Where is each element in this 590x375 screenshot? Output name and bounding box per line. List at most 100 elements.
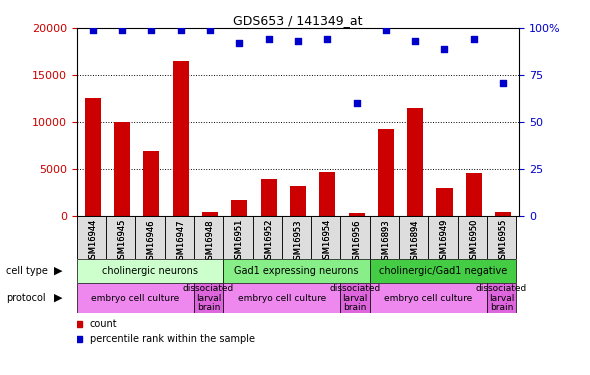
- Bar: [340, 283, 370, 313]
- Bar: [370, 216, 399, 259]
- Bar: [202, 212, 218, 216]
- Bar: [77, 216, 106, 259]
- Bar: [223, 283, 340, 313]
- Bar: [290, 186, 306, 216]
- Text: percentile rank within the sample: percentile rank within the sample: [90, 334, 255, 344]
- Text: dissociated
larval
brain: dissociated larval brain: [183, 284, 234, 312]
- Bar: [106, 216, 135, 259]
- Text: cholinergic neurons: cholinergic neurons: [102, 266, 198, 276]
- Point: [117, 27, 127, 33]
- Bar: [231, 200, 247, 216]
- Bar: [340, 216, 370, 259]
- Point: [147, 27, 156, 33]
- Bar: [114, 122, 130, 216]
- Point: [264, 36, 273, 42]
- Text: GSM16945: GSM16945: [117, 219, 127, 264]
- Text: GSM16947: GSM16947: [176, 219, 185, 265]
- Text: GSM16953: GSM16953: [293, 219, 303, 265]
- Bar: [77, 283, 194, 313]
- Bar: [194, 216, 223, 259]
- Text: GSM16956: GSM16956: [352, 219, 361, 265]
- Text: Gad1 expressing neurons: Gad1 expressing neurons: [234, 266, 359, 276]
- Text: GSM16946: GSM16946: [147, 219, 156, 265]
- Bar: [378, 129, 394, 216]
- Text: GSM16947: GSM16947: [176, 219, 185, 265]
- Text: embryo cell culture: embryo cell culture: [91, 294, 179, 303]
- Text: cell type: cell type: [6, 266, 48, 276]
- Point: [411, 38, 420, 44]
- Bar: [370, 283, 487, 313]
- Bar: [253, 216, 282, 259]
- Text: GSM16950: GSM16950: [469, 219, 478, 264]
- Point: [205, 27, 215, 33]
- Point: [235, 40, 244, 46]
- Point: [440, 46, 449, 52]
- Bar: [194, 283, 223, 313]
- Text: GSM16948: GSM16948: [205, 219, 215, 265]
- Text: GSM16949: GSM16949: [440, 219, 449, 264]
- Point: [176, 27, 185, 33]
- Bar: [349, 213, 365, 216]
- Text: embryo cell culture: embryo cell culture: [384, 294, 473, 303]
- Bar: [487, 283, 516, 313]
- Bar: [143, 151, 159, 216]
- Text: GSM16946: GSM16946: [147, 219, 156, 265]
- Text: dissociated
larval
brain: dissociated larval brain: [476, 284, 527, 312]
- Text: protocol: protocol: [6, 293, 45, 303]
- Text: cholinergic/Gad1 negative: cholinergic/Gad1 negative: [379, 266, 507, 276]
- Bar: [495, 212, 511, 216]
- Text: GSM16952: GSM16952: [264, 219, 273, 264]
- Point: [352, 100, 361, 106]
- Text: GSM16956: GSM16956: [352, 219, 361, 265]
- Point: [499, 80, 508, 86]
- Bar: [407, 108, 423, 216]
- Text: GSM16944: GSM16944: [88, 219, 97, 264]
- Text: GSM16951: GSM16951: [235, 219, 244, 264]
- Bar: [437, 188, 453, 216]
- Bar: [399, 216, 428, 259]
- Text: GSM16952: GSM16952: [264, 219, 273, 264]
- Bar: [77, 259, 223, 283]
- Text: ▶: ▶: [54, 266, 63, 276]
- Text: GSM16948: GSM16948: [205, 219, 215, 265]
- Text: GSM16944: GSM16944: [88, 219, 97, 264]
- Text: GSM16951: GSM16951: [235, 219, 244, 264]
- Bar: [370, 259, 516, 283]
- Text: dissociated
larval
brain: dissociated larval brain: [329, 284, 381, 312]
- Bar: [223, 259, 370, 283]
- Text: GSM16953: GSM16953: [293, 219, 303, 265]
- Bar: [466, 172, 482, 216]
- Text: GSM16945: GSM16945: [117, 219, 127, 264]
- Bar: [428, 216, 458, 259]
- Point: [381, 27, 391, 33]
- Bar: [458, 216, 487, 259]
- Point: [469, 36, 478, 42]
- Text: GSM16893: GSM16893: [381, 219, 391, 265]
- Bar: [311, 216, 340, 259]
- Text: GSM16955: GSM16955: [499, 219, 507, 264]
- Bar: [261, 179, 277, 216]
- Point: [323, 36, 332, 42]
- Bar: [487, 216, 516, 259]
- Text: GSM16954: GSM16954: [323, 219, 332, 264]
- Text: GSM16949: GSM16949: [440, 219, 449, 264]
- Text: GSM16954: GSM16954: [323, 219, 332, 264]
- Bar: [173, 61, 189, 216]
- Point: [88, 27, 97, 33]
- Title: GDS653 / 141349_at: GDS653 / 141349_at: [233, 14, 363, 27]
- Bar: [319, 172, 335, 216]
- Text: GSM16894: GSM16894: [411, 219, 419, 265]
- Text: embryo cell culture: embryo cell culture: [238, 294, 326, 303]
- Text: ▶: ▶: [54, 293, 63, 303]
- Text: GSM16894: GSM16894: [411, 219, 419, 265]
- Bar: [282, 216, 311, 259]
- Bar: [223, 216, 253, 259]
- Text: GSM16955: GSM16955: [499, 219, 507, 264]
- Bar: [135, 216, 165, 259]
- Text: count: count: [90, 320, 117, 330]
- Text: GSM16893: GSM16893: [381, 219, 391, 265]
- Bar: [165, 216, 194, 259]
- Text: GSM16950: GSM16950: [469, 219, 478, 264]
- Bar: [85, 99, 101, 216]
- Point: [293, 38, 303, 44]
